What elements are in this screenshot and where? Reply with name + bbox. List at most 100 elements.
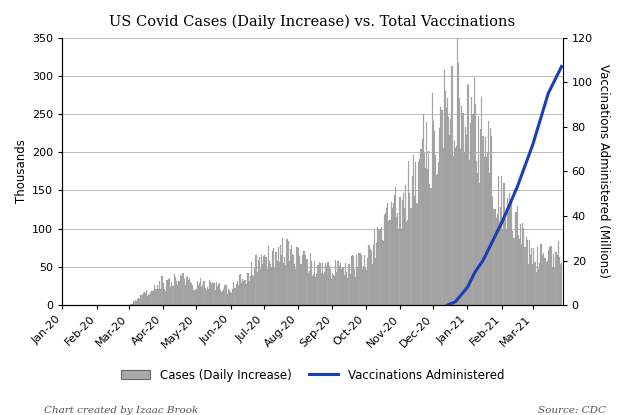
Bar [348,278,349,305]
Bar [155,289,156,305]
Bar [365,268,366,305]
Bar [151,290,152,305]
Text: Chart created by Izaac Brook: Chart created by Izaac Brook [44,406,198,415]
Bar [551,246,552,305]
Bar [171,283,172,305]
Bar [439,128,441,305]
Bar [283,264,284,305]
Bar [419,159,421,305]
Bar [371,251,372,305]
Bar [186,276,187,305]
Bar [344,275,345,305]
Bar [321,273,322,305]
Bar [173,286,174,305]
Bar [442,148,444,305]
Bar [257,271,258,305]
Bar [538,269,539,305]
Bar [315,277,316,305]
Bar [458,63,459,305]
Bar [429,184,431,305]
Bar [355,277,356,305]
Bar [414,196,415,305]
Bar [280,245,281,305]
Bar [536,272,537,305]
Bar [272,251,273,305]
Bar [161,276,162,305]
Bar [241,283,242,305]
Bar [178,281,179,305]
Bar [540,244,541,305]
Bar [286,239,288,305]
Bar [290,249,291,305]
Bar [554,267,556,305]
Bar [301,264,302,305]
Bar [494,209,496,305]
Bar [269,261,270,305]
Bar [456,146,457,305]
Bar [546,262,547,305]
Bar [476,161,477,305]
Bar [233,282,234,305]
Bar [464,152,465,305]
Bar [402,193,404,305]
Bar [416,203,417,305]
Bar [436,175,437,305]
Bar [294,264,296,305]
Bar [406,222,407,305]
Bar [306,259,308,305]
Bar [227,294,228,305]
Bar [499,221,500,305]
Bar [190,282,191,305]
Bar [412,155,414,305]
Bar [366,270,368,305]
Bar [513,238,514,305]
Bar [452,156,454,305]
Bar [152,291,154,305]
Bar [407,220,408,305]
Bar [438,161,439,305]
Bar [384,215,385,305]
Bar [356,255,357,305]
Bar [523,228,524,305]
Bar [506,229,507,305]
Bar [362,269,363,305]
Bar [520,224,521,305]
Bar [271,268,272,305]
Bar [353,256,354,305]
Bar [314,261,315,305]
Bar [159,281,160,305]
Bar [516,212,517,305]
Bar [341,269,342,305]
Bar [311,261,312,305]
Bar [503,230,504,305]
Bar [343,269,344,305]
Bar [134,302,135,305]
Bar [210,282,211,305]
Bar [379,229,381,305]
Bar [434,131,435,305]
Bar [381,227,382,305]
Bar [224,286,226,305]
Bar [198,285,199,305]
Bar [491,136,492,305]
Bar [179,281,180,305]
Bar [196,288,197,305]
Bar [474,104,476,305]
Bar [446,108,447,305]
Bar [373,245,374,305]
Bar [487,152,488,305]
Bar [441,110,442,305]
Title: US Covid Cases (Daily Increase) vs. Total Vaccinations: US Covid Cases (Daily Increase) vs. Tota… [109,15,516,29]
Bar [256,255,257,305]
Bar [526,237,527,305]
Bar [524,247,526,305]
Bar [363,266,364,305]
Bar [409,193,411,305]
Bar [304,251,305,305]
Bar [324,272,325,305]
Bar [399,197,401,305]
Bar [281,255,282,305]
Bar [199,283,200,305]
Bar [289,261,290,305]
Bar [552,267,553,305]
